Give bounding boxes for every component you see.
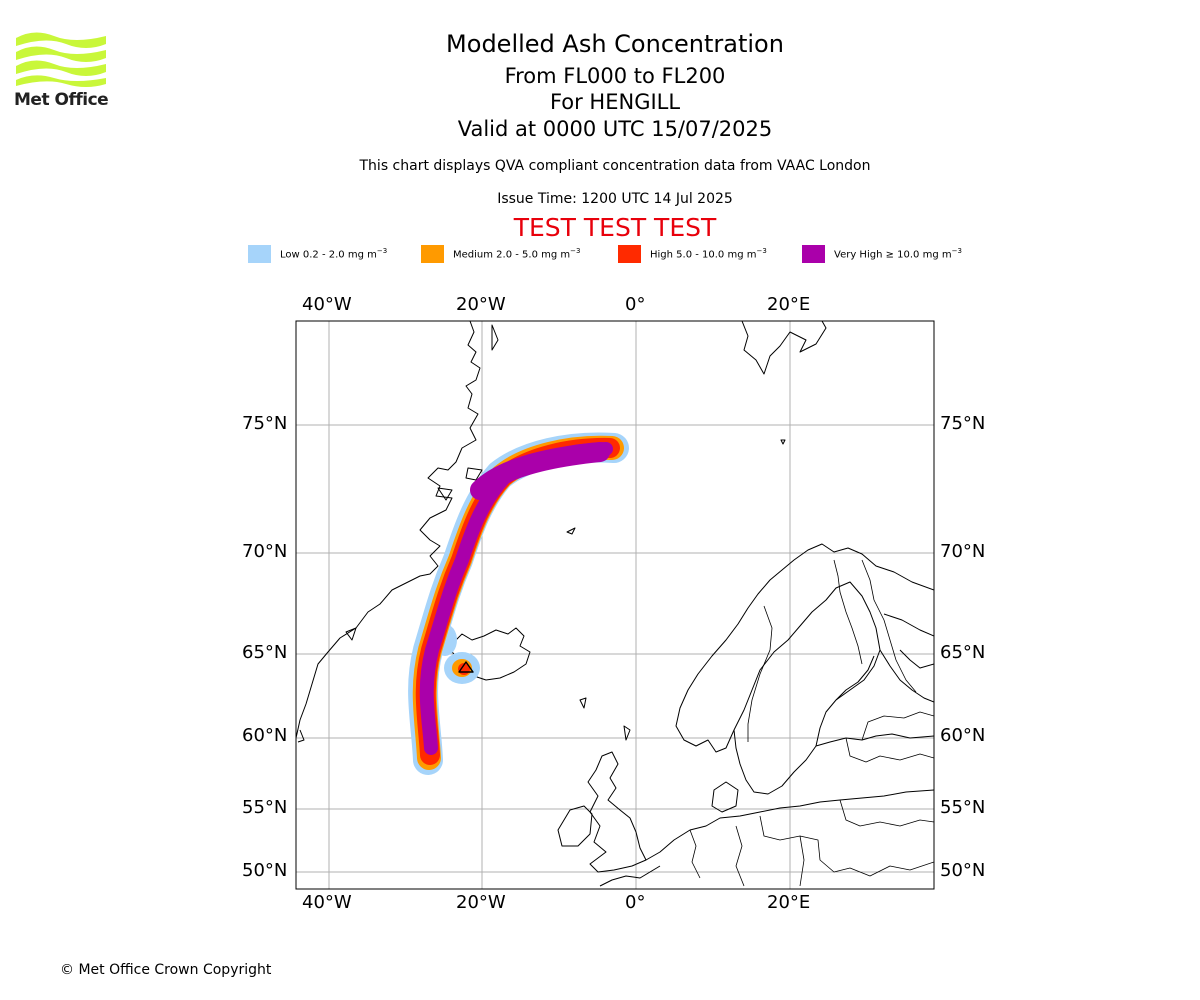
border-norway-sweden (747, 605, 773, 742)
greenland-coast (296, 321, 481, 739)
met-office-waves-icon (16, 32, 106, 87)
baltic-coast (815, 733, 934, 747)
map-gridlines (296, 321, 934, 889)
legend-label-very-high: Very High ≥ 10.0 mg m (834, 249, 952, 261)
ireland-coast (557, 805, 593, 847)
greenland-inlet-3 (491, 324, 499, 351)
copyright-notice: © Met Office Crown Copyright (60, 962, 272, 978)
lon-label-bottom: 20°E (767, 892, 811, 913)
legend-label-medium: Medium 2.0 - 5.0 mg m (453, 249, 571, 261)
lat-label-left: 60°N (242, 725, 288, 746)
valid-time: Valid at 0000 UTC 15/07/2025 (457, 117, 773, 141)
lon-label-top: 20°W (456, 294, 506, 315)
finland-coast (879, 649, 934, 703)
bear-island (780, 439, 786, 445)
border-finland-russia (861, 559, 917, 693)
legend-label-low: Low 0.2 - 2.0 mg m (280, 249, 377, 261)
svalbard-coast (741, 321, 827, 375)
lat-label-left: 50°N (242, 860, 288, 881)
volcano-marker (458, 661, 474, 673)
greenland-island-1 (345, 627, 357, 641)
border-central-europe (689, 799, 934, 887)
lon-label-bottom: 0° (625, 892, 646, 913)
flight-level-range: From FL000 to FL200 (504, 64, 726, 88)
lon-label-bottom: 20°W (456, 892, 506, 913)
legend-unit-exponent: −3 (951, 247, 962, 256)
lat-label-right: 55°N (940, 797, 986, 818)
lon-label-bottom: 40°W (302, 892, 352, 913)
border-sweden-finland (833, 559, 863, 665)
lat-label-left: 65°N (242, 642, 288, 663)
concentration-legend: Low 0.2 - 2.0 mg m−3 Medium 2.0 - 5.0 mg… (0, 244, 1200, 264)
europe-coast (645, 789, 934, 861)
greenland-inlet-1 (465, 467, 483, 481)
legend-swatch-very-high (802, 245, 825, 263)
lat-label-right: 75°N (940, 413, 986, 434)
legend-swatch-low (248, 245, 271, 263)
greenland-island-2 (297, 729, 305, 743)
legend-unit-exponent: −3 (570, 247, 581, 256)
norway-coast (675, 543, 934, 753)
white-sea (883, 613, 934, 669)
gulf-bothnia (835, 655, 875, 701)
denmark-coast (711, 781, 739, 813)
lat-label-right: 65°N (940, 642, 986, 663)
lat-label-left: 75°N (242, 413, 288, 434)
met-office-logo-text: Met Office (14, 90, 109, 110)
ash-plume-very-high (419, 442, 613, 755)
legend-unit-exponent: −3 (756, 247, 767, 256)
greenland-inlet-2 (437, 487, 453, 501)
ash-plume (408, 432, 629, 775)
legend-unit-exponent: −3 (376, 247, 388, 256)
faroe-islands (579, 697, 587, 709)
qva-note: This chart displays QVA compliant concen… (359, 158, 871, 174)
legend-item-low: Low 0.2 - 2.0 mg m−3 (248, 244, 387, 264)
lon-label-top: 40°W (302, 294, 352, 315)
legend-swatch-medium (421, 245, 444, 263)
great-britain-coast (587, 751, 647, 873)
map-frame (295, 320, 935, 890)
jan-mayen (566, 527, 576, 535)
lat-label-left: 55°N (242, 797, 288, 818)
border-baltics (845, 711, 934, 763)
chart-title: Modelled Ash Concentration (446, 30, 784, 58)
lat-label-right: 50°N (940, 860, 986, 881)
test-banner: TEST TEST TEST (513, 213, 717, 242)
legend-item-medium: Medium 2.0 - 5.0 mg m−3 (421, 244, 580, 264)
legend-item-high: High 5.0 - 10.0 mg m−3 (618, 244, 767, 264)
lat-label-right: 60°N (940, 725, 986, 746)
france-coast (599, 865, 661, 887)
met-office-logo: Met Office (14, 28, 110, 112)
issue-time: Issue Time: 1200 UTC 14 Jul 2025 (497, 191, 733, 207)
legend-item-very-high: Very High ≥ 10.0 mg m−3 (802, 244, 962, 264)
legend-label-high: High 5.0 - 10.0 mg m (650, 249, 757, 261)
lat-label-right: 70°N (940, 541, 986, 562)
sweden-coast (733, 581, 881, 795)
legend-swatch-high (618, 245, 641, 263)
lat-label-left: 70°N (242, 541, 288, 562)
volcano-name: For HENGILL (549, 90, 681, 114)
lon-label-top: 0° (625, 294, 646, 315)
coastlines (296, 321, 934, 887)
shetland (623, 725, 631, 741)
lon-label-top: 20°E (767, 294, 811, 315)
